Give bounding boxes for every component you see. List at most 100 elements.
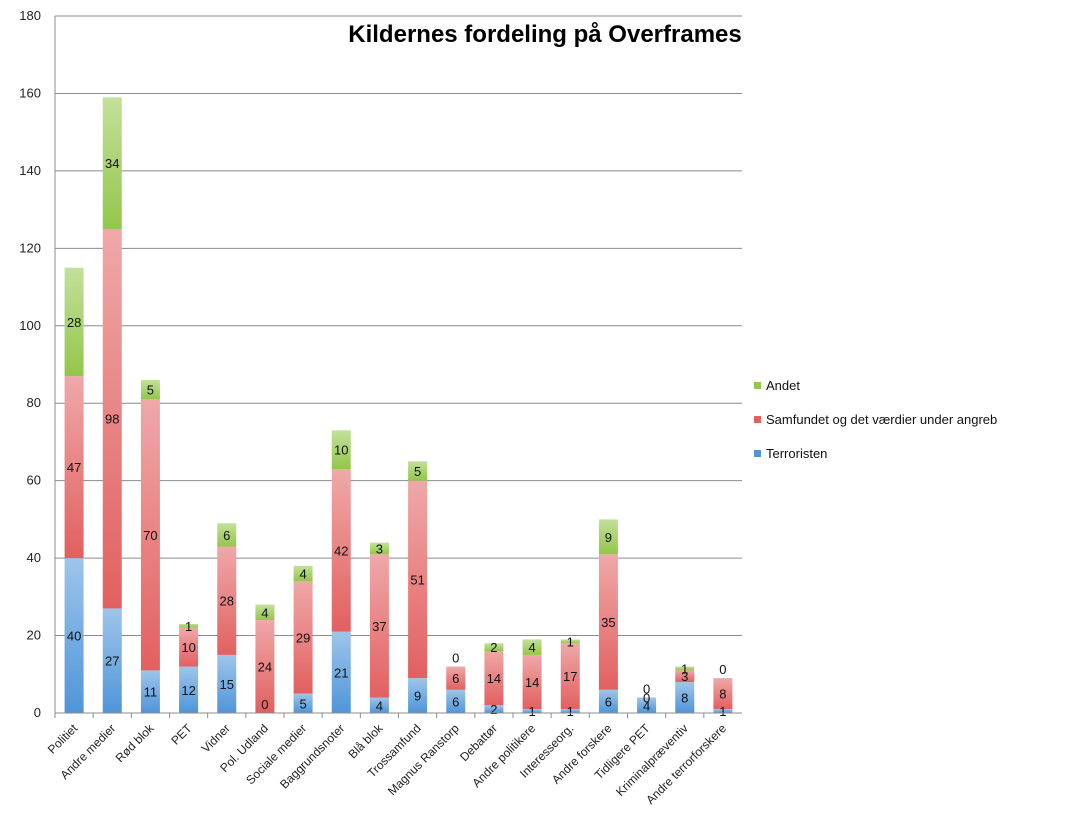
bar-segment [522, 639, 542, 655]
bar-segment [675, 670, 695, 683]
bar-segment [598, 689, 618, 713]
bar-segment [446, 666, 466, 690]
bar-segment [102, 228, 122, 609]
bar-segment [140, 379, 160, 400]
data-label: 4 [261, 605, 268, 620]
data-label: 1 [567, 634, 574, 649]
bar-segment [217, 546, 237, 655]
bar-segment [179, 627, 199, 667]
bar-segment [560, 643, 580, 710]
legend-label: Samfundet og det værdier under angreb [766, 412, 997, 427]
bar-segment [255, 604, 275, 621]
data-label: 6 [605, 694, 612, 709]
legend-swatch [754, 416, 761, 423]
x-tick-label: Rød blok [113, 721, 158, 766]
bar-segment [408, 480, 428, 679]
bar-segment [64, 267, 84, 377]
data-label: 0 [719, 662, 726, 677]
y-tick-label: 40 [27, 550, 41, 565]
bar-segment [369, 554, 389, 698]
chart-title: Kildernes fordeling på Overframes [348, 21, 741, 48]
bar-segment [255, 620, 275, 713]
bar-segment [102, 608, 122, 713]
data-label: 14 [525, 675, 539, 690]
data-label: 35 [601, 615, 615, 630]
bar-segment [560, 639, 580, 644]
bar-segment [293, 581, 313, 694]
bar-segment [675, 666, 695, 671]
data-label: 51 [410, 572, 424, 587]
data-label: 0 [261, 697, 268, 712]
data-label: 4 [643, 698, 650, 713]
data-label: 14 [487, 671, 501, 686]
bar-segment [217, 654, 237, 713]
data-label: 15 [220, 677, 234, 692]
bar-segment [64, 558, 84, 713]
y-tick-label: 20 [27, 628, 41, 643]
bar-segment [293, 565, 313, 582]
y-tick-label: 180 [19, 8, 41, 23]
y-axis: 0 20 40 60 80 100 120 140 160 180 [19, 8, 56, 720]
bar-segment [408, 461, 428, 481]
data-label: 11 [144, 685, 158, 700]
x-tick-label: Vidner [199, 721, 233, 755]
data-label: 42 [334, 543, 348, 558]
bar-segment [179, 623, 199, 628]
data-label: 29 [296, 630, 310, 645]
data-label: 21 [334, 665, 348, 680]
data-label: 3 [376, 541, 383, 556]
bar-segment [637, 697, 657, 713]
y-tick-label: 100 [19, 318, 41, 333]
data-label: 10 [181, 640, 195, 655]
bar-segment [369, 697, 389, 713]
data-label: 4 [528, 640, 535, 655]
data-label: 28 [67, 315, 81, 330]
data-label: 8 [719, 687, 726, 702]
legend-swatch [754, 382, 761, 389]
bars [64, 97, 733, 713]
data-label: 3 [681, 669, 688, 684]
bar-segment [64, 376, 84, 559]
data-label: 9 [605, 530, 612, 545]
bar-segment [598, 519, 618, 555]
bar-segment [369, 542, 389, 555]
data-label: 2 [490, 640, 497, 655]
data-label: 17 [563, 669, 577, 684]
y-tick-label: 0 [34, 705, 41, 720]
data-label: 5 [414, 464, 421, 479]
bar-segment [522, 709, 542, 713]
data-label: 5 [299, 696, 306, 711]
x-tick-label: Politiet [45, 721, 81, 757]
y-tick-label: 60 [27, 473, 41, 488]
data-label: 1 [528, 704, 535, 719]
x-tick-label: PET [168, 721, 195, 748]
data-label: 12 [181, 683, 195, 698]
bar-segment [102, 97, 122, 229]
data-label: 2 [490, 702, 497, 717]
legend-label: Andet [766, 378, 800, 393]
x-tick-label: Magnus Ranstorp [385, 721, 462, 798]
data-label: 1 [681, 661, 688, 676]
data-label: 28 [220, 594, 234, 609]
bar-segment [140, 399, 160, 671]
data-label: 1 [185, 619, 192, 634]
bar-segment [331, 631, 351, 713]
bar-segment [560, 709, 580, 713]
data-label: 98 [105, 412, 119, 427]
data-label: 10 [334, 443, 348, 458]
bar-segment [331, 430, 351, 470]
data-label: 70 [143, 528, 157, 543]
data-label: 0 [452, 651, 459, 666]
bar-segment [675, 682, 695, 713]
bar-segment [179, 666, 199, 713]
data-label: 0 [643, 691, 650, 706]
data-label: 34 [105, 156, 119, 171]
data-label: 9 [414, 689, 421, 704]
data-label: 6 [223, 528, 230, 543]
bar-segment [140, 670, 160, 713]
data-label: 4 [376, 698, 383, 713]
bar-segment [484, 651, 504, 706]
y-tick-label: 120 [19, 240, 41, 255]
y-tick-label: 80 [27, 395, 41, 410]
